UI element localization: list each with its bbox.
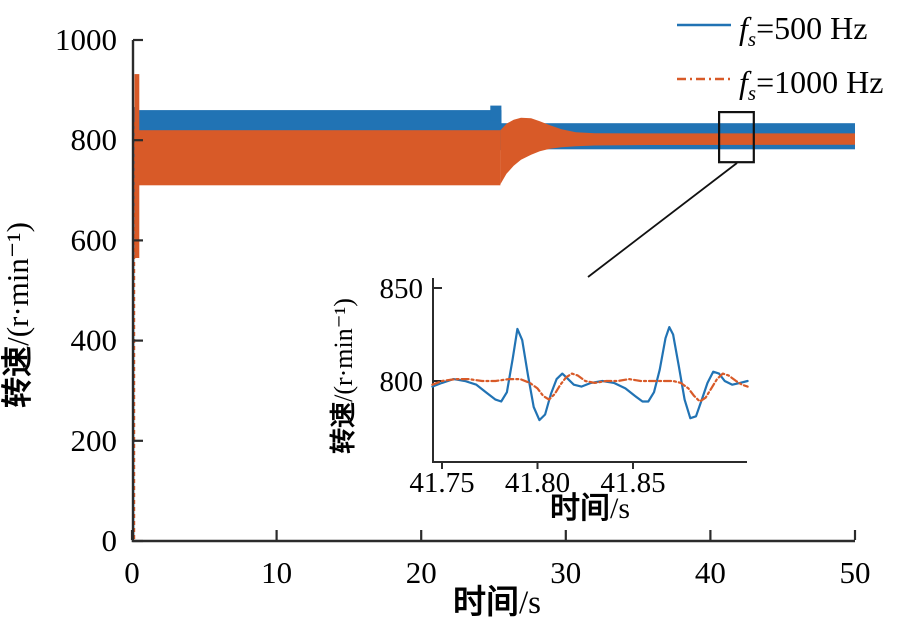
main-y-axis-label: 转速/(r·min⁻¹): [0, 222, 35, 408]
inset-x-axis-label: 时间/s: [550, 492, 630, 525]
main-x-tick-label: 50: [840, 555, 871, 590]
main-y-tick-label: 600: [71, 222, 118, 257]
main-y-tick-label: 1000: [55, 22, 117, 57]
main-y-tick-label: 400: [71, 323, 118, 358]
main-x-tick-label: 20: [406, 555, 437, 590]
inset-series-layer: [431, 326, 749, 422]
legend-label-fs500: fs=500 Hz: [739, 10, 867, 51]
inset-x-tick-label: 41.80: [505, 467, 570, 499]
series-fs500-band: [490, 105, 502, 121]
inset-curve-fs1000: [431, 372, 749, 403]
zoom-annotation: [587, 110, 755, 278]
inset-y-tick-label: 800: [380, 366, 424, 398]
main-x-axis-label: 时间/s: [453, 584, 541, 621]
legend-label-fs1000: fs=1000 Hz: [739, 64, 883, 105]
main-y-tick-label: 800: [71, 122, 118, 157]
inset-x-tick-label: 41.75: [409, 467, 474, 499]
main-y-tick-label: 0: [102, 523, 118, 558]
inset-y-axis-label: 转速/(r·min⁻¹): [329, 298, 358, 454]
legend: fs=500 Hz fs=1000 Hz: [677, 10, 883, 105]
inset-axis-ticks: 800 850 41.75 41.80 41.85: [380, 273, 666, 499]
inset-y-tick-label: 850: [380, 273, 424, 305]
main-y-tick-label: 200: [71, 423, 118, 458]
main-x-tick-label: 0: [124, 555, 140, 590]
main-x-tick-label: 30: [550, 555, 581, 590]
main-series-layer: [132, 74, 855, 539]
series-fs1000-band: [136, 130, 501, 186]
main-x-tick-label: 40: [695, 555, 726, 590]
inset-x-tick-label: 41.85: [600, 467, 665, 499]
inset-curve-fs500: [431, 326, 749, 422]
series-fs1000-transition-envelope: [500, 117, 855, 185]
main-axis-ticks: 0 200 400 600 800 1000 0 10 20 30 40 50: [55, 22, 871, 590]
zoom-connector-line: [587, 162, 738, 278]
main-x-tick-label: 10: [261, 555, 292, 590]
zoom-box: [717, 110, 755, 164]
